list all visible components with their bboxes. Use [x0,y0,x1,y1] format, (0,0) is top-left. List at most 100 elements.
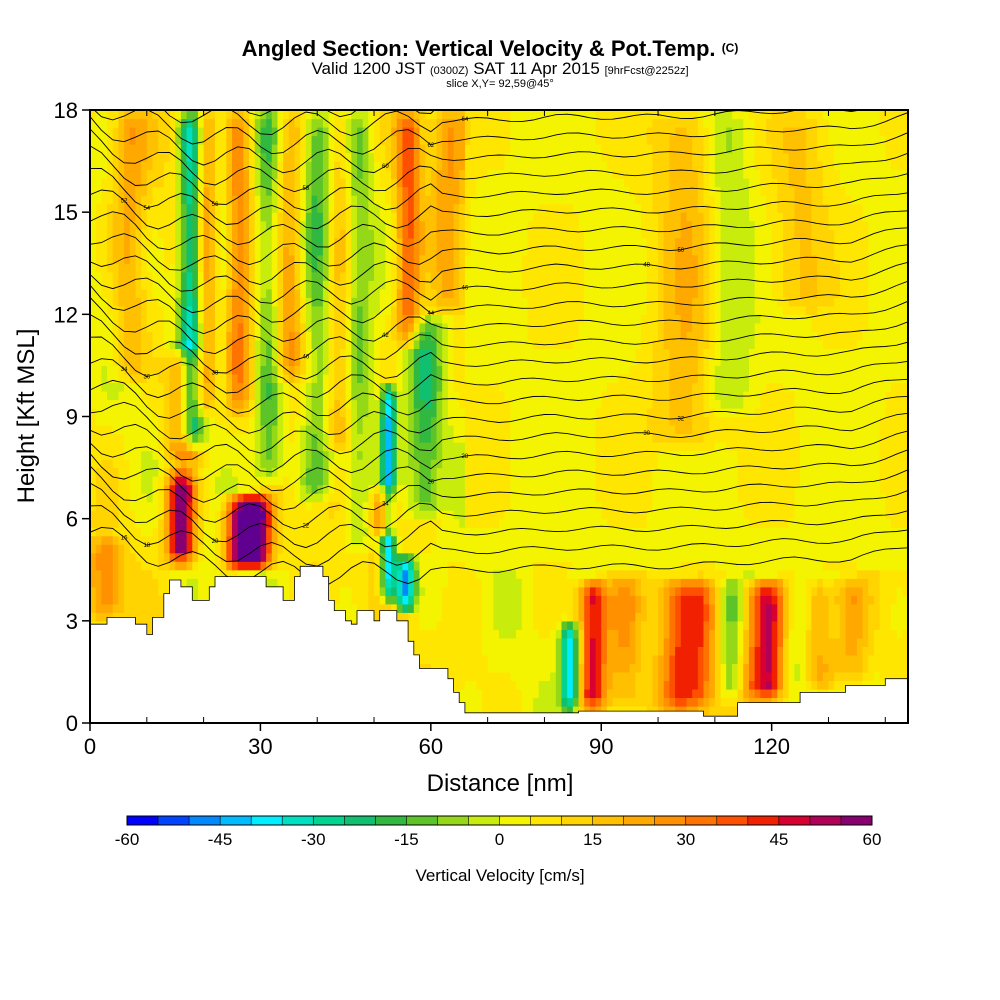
velocity-cell [305,348,313,358]
velocity-cell [834,254,869,264]
velocity-cell [459,229,466,239]
velocity-cell [322,144,330,154]
velocity-cell [669,407,693,418]
velocity-cell [669,186,699,196]
velocity-cell [328,459,352,469]
velocity-cell [197,271,205,281]
velocity-cell [186,169,193,179]
velocity-cell [464,271,523,281]
velocity-cell [510,671,551,682]
velocity-cell [430,314,443,324]
velocity-cell [811,680,818,690]
velocity-cell [214,339,227,349]
velocity-cell [328,237,335,247]
velocity-cell [800,433,881,443]
velocity-cell [845,629,864,639]
velocity-cell [300,407,307,418]
velocity-cell [419,595,443,605]
theta-contour-label: 18 [143,543,150,549]
velocity-cell [379,288,392,298]
velocity-cell [743,654,750,664]
velocity-cell [328,263,335,273]
velocity-cell [817,118,830,128]
velocity-cell [845,637,858,647]
velocity-cell [277,246,284,256]
velocity-cell [232,365,244,375]
velocity-cell [748,629,756,639]
velocity-cell [163,169,176,179]
velocity-cell [794,578,807,588]
velocity-cell [197,535,205,545]
velocity-cell [112,271,119,281]
velocity-cell [720,348,750,358]
velocity-cell [379,135,392,145]
velocity-cell [533,586,574,596]
velocity-cell [675,697,688,707]
velocity-cell [214,212,222,222]
velocity-cell [254,314,262,324]
velocity-cell [277,416,284,426]
velocity-cell [112,288,119,298]
velocity-cell [277,518,284,528]
velocity-cell [436,322,443,332]
velocity-cell [589,603,602,613]
velocity-cell [464,467,511,477]
velocity-cell [345,203,352,213]
velocity-cell [351,527,369,537]
velocity-cell [760,390,795,401]
velocity-cell [220,237,227,247]
velocity-cell [692,382,705,392]
theta-contour-label: 52 [121,198,128,204]
velocity-cell [623,178,653,188]
velocity-cell [584,688,591,699]
velocity-cell [311,331,324,341]
velocity-cell [408,569,415,579]
velocity-cell [311,161,324,171]
velocity-cell [618,629,631,639]
velocity-cell [260,237,273,247]
velocity-cell [408,356,415,367]
velocity-cell [180,459,188,469]
velocity-cell [294,144,301,154]
velocity-cell [277,493,284,503]
velocity-cell [743,578,750,588]
velocity-cell [101,544,114,554]
velocity-cell [362,510,369,520]
velocity-cell [197,484,205,494]
velocity-cell [328,212,335,222]
velocity-cell [232,382,244,392]
velocity-cell [794,620,807,630]
velocity-cell [90,127,108,137]
velocity-cell [180,254,188,264]
velocity-cell [459,203,466,213]
velocity-cell [226,144,233,154]
velocity-cell [703,688,710,699]
velocity-cell [180,373,188,384]
velocity-cell [464,561,534,571]
velocity-cell [118,493,131,503]
velocity-cell [879,595,898,605]
velocity-cell [595,654,602,664]
velocity-cell [748,356,908,367]
velocity-cell [413,348,421,358]
velocity-cell [828,620,841,630]
velocity-cell [726,663,733,673]
velocity-cell [902,586,908,596]
velocity-cell [709,339,716,349]
velocity-cell [311,407,324,418]
velocity-cell [112,578,119,588]
velocity-cell [243,407,250,418]
velocity-cell [743,620,750,630]
velocity-cell [379,595,386,605]
velocity-cell [249,305,256,315]
velocity-cell [158,144,171,154]
velocity-cell [396,297,404,307]
velocity-cell [169,467,176,477]
velocity-cell [163,331,176,341]
velocity-cell [811,246,835,256]
theta-contour-line [90,145,908,211]
velocity-cell [362,416,381,426]
velocity-cell [606,646,636,656]
velocity-cell [385,152,392,162]
velocity-cell [862,620,869,630]
